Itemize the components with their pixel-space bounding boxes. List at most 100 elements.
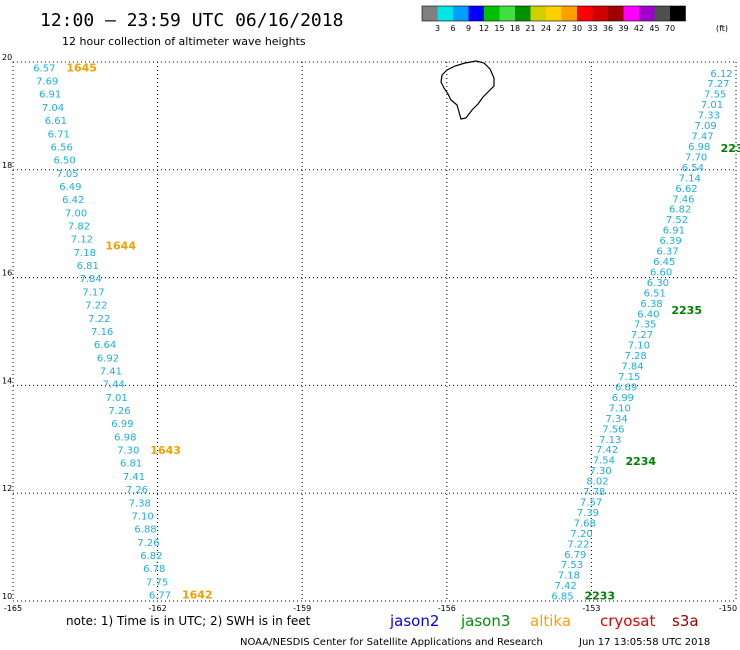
wave-height-value: 6.85 [551,592,573,603]
wave-height-value: 7.82 [68,222,90,233]
colorbar-label: 6 [450,24,455,33]
colorbar-swatch [484,6,500,21]
colorbar-swatch [468,6,484,21]
colorbar-swatch [437,6,453,21]
latitude-tick-label: 14 [2,376,12,385]
colorbar-label: 24 [541,24,551,33]
wave-height-value: 7.46 [672,194,694,205]
pass-time-label: 2236 [721,142,740,155]
axis-tick-labels: -165 -162 -159 -156 -153 -150 20 18 16 14 12 10 [2,53,737,613]
wave-height-value: 7.28 [625,351,647,362]
wave-height-value: 6.69 [615,382,637,393]
wave-height-value: 6.88 [134,525,156,536]
wave-height-value: 7.26 [137,538,159,549]
wave-height-value: 7.70 [685,152,707,163]
wave-height-value: 6.50 [53,156,75,167]
wave-height-value: 7.30 [117,446,139,457]
wave-height-value: 7.27 [707,79,729,90]
satellite-legend-s3a: s3a [672,612,699,630]
satellite-legend-altika: altika [530,612,571,630]
wave-height-value: 6.61 [45,116,67,127]
wave-height-value: 7.04 [42,103,64,114]
wave-height-value: 7.42 [555,581,577,592]
pass-time-label: 1644 [105,239,136,252]
lat-lon-grid [12,61,737,602]
colorbar-swatch [546,6,562,21]
wave-height-value: 7.34 [605,414,627,425]
wave-height-value: 6.64 [94,340,116,351]
wave-height-value: 7.16 [91,327,113,338]
wave-height-value: 7.15 [618,372,640,383]
wave-height-value: 6.71 [48,129,70,140]
wave-height-value: 7.01 [105,393,127,404]
wave-height-value: 6.82 [140,551,162,562]
wave-height-value: 6.30 [647,278,669,289]
pass-time-label: 2235 [671,304,702,317]
wave-height-value: 6.57 [33,63,55,74]
latitude-tick-label: 18 [2,161,12,170]
wave-height-value: 7.41 [123,472,145,483]
units-note: note: 1) Time is in UTC; 2) SWH is in fe… [66,614,311,628]
wave-height-value: 7.55 [704,90,726,101]
wave-height-value: 7.53 [561,560,583,571]
wave-height-value: 7.38 [129,498,151,509]
wave-height-value: 7.18 [558,571,580,582]
colorbar-swatch [608,6,624,21]
latitude-tick-label: 16 [2,269,12,278]
wave-height-value: 7.10 [132,511,154,522]
wave-height-value: 6.45 [653,257,675,268]
wave-height-value: 7.13 [599,435,621,446]
wave-height-value: 7.75 [146,577,168,588]
wave-height-value: 7.26 [126,485,148,496]
wave-height-value: 7.27 [631,330,653,341]
colorbar-label: 70 [665,24,675,33]
wave-height-value: 7.54 [593,456,615,467]
wave-height-value: 7.20 [570,529,592,540]
longitude-tick-label: -165 [4,604,22,613]
wave-height-value: 7.84 [79,274,101,285]
colorbar-unit: (ft) [716,24,728,33]
wave-height-value: 6.37 [656,247,678,258]
colorbar-swatch [592,6,608,21]
wave-height-value: 6.98 [114,432,136,443]
wave-height-value: 7.39 [577,508,599,519]
wave-height-value: 7.18 [74,248,96,259]
wave-height-value: 6.78 [143,564,165,575]
colorbar-legend: 3 6 9 12 15 18 21 24 27 30 33 36 39 42 45 70 [421,5,686,33]
satellite-legend-jason3: jason3 [460,612,510,630]
wave-height-value: 6.91 [39,90,61,101]
wave-height-value: 7.44 [103,380,125,391]
wave-height-value: 6.79 [564,550,586,561]
colorbar-swatch [499,6,515,21]
pass-time-label: 2234 [625,455,656,468]
colorbar-label: 12 [479,24,489,33]
wave-height-value: 6.38 [640,299,662,310]
wave-height-value: 7.09 [695,121,717,132]
pass-time-label: 1643 [150,444,181,457]
map-title: 12:00 – 23:59 UTC 06/16/2018 [40,10,343,31]
wave-height-value: 6.51 [644,288,666,299]
colorbar-label: 9 [466,24,471,33]
colorbar-label: 18 [510,24,520,33]
colorbar-swatch [515,6,531,21]
wave-height-value: 7.33 [698,111,720,122]
wave-height-value: 7.22 [85,301,107,312]
satellite-legend: jason2 jason3 altika cryosat s3a [389,612,699,630]
wave-height-value: 6.91 [663,226,685,237]
wave-height-value: 7.22 [88,314,110,325]
longitude-tick-label: -159 [293,604,311,613]
wave-height-value: 6.62 [675,184,697,195]
wave-height-value: 6.12 [710,69,732,80]
wave-height-value: 6.99 [612,393,634,404]
colorbar-label: 30 [572,24,582,33]
wave-height-value: 7.78 [583,487,605,498]
latitude-tick-label: 12 [2,484,12,493]
wave-height-value: 7.69 [36,77,58,88]
colorbar-swatch [623,6,639,21]
wave-height-value: 6.54 [682,163,704,174]
satellite-legend-cryosat: cryosat [600,612,655,630]
longitude-tick-label: -153 [582,604,600,613]
wave-height-value: 6.82 [669,205,691,216]
wave-height-value: 6.56 [51,142,73,153]
